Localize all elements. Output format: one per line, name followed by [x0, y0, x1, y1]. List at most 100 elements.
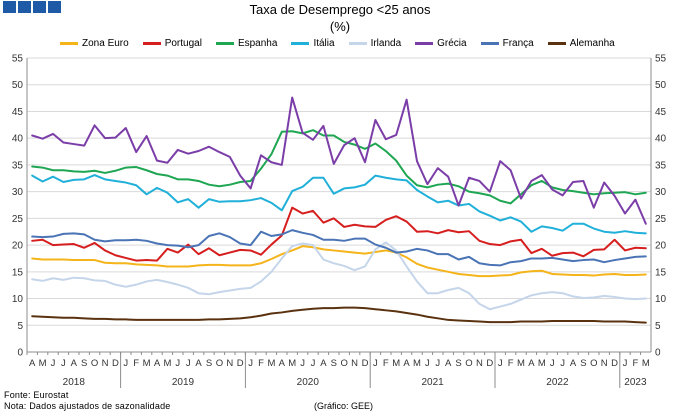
month-tick-label: N	[102, 358, 109, 369]
month-tick-label: J	[300, 358, 305, 369]
year-label: 2018	[63, 377, 86, 388]
legend-swatch	[60, 42, 78, 45]
legend-label: Alemanha	[569, 38, 615, 49]
month-tick-label: D	[611, 358, 618, 369]
y-tick-label-left: 5	[17, 321, 23, 332]
legend-label: Portugal	[164, 38, 202, 49]
month-tick-label: S	[455, 358, 461, 369]
chart-subtitle: (%)	[329, 19, 351, 34]
series-line	[31, 306, 647, 324]
y-tick-label-right: 50	[655, 80, 667, 91]
year-label: 2021	[421, 377, 444, 388]
month-tick-label: D	[112, 358, 119, 369]
series-line	[31, 229, 647, 267]
month-tick-label: S	[81, 358, 87, 369]
month-tick-label: N	[351, 358, 358, 369]
y-tick-label-right: 55	[655, 54, 667, 65]
year-label: 2019	[172, 377, 195, 388]
month-tick-label: N	[226, 358, 233, 369]
month-tick-label: M	[413, 358, 421, 369]
year-label: 2023	[624, 377, 647, 388]
y-tick-label-right: 5	[655, 321, 661, 332]
legend-item: Itália	[291, 38, 335, 49]
month-tick-label: O	[216, 358, 223, 369]
y-tick-label-left: 10	[12, 294, 24, 305]
month-tick-label: F	[383, 358, 389, 369]
legend-label: Irlanda	[370, 38, 402, 49]
legend-item: Zona Euro	[60, 38, 129, 49]
legend-item: França	[480, 38, 534, 49]
month-tick-label: M	[39, 358, 47, 369]
series-line	[31, 174, 647, 235]
y-tick-label-right: 30	[655, 187, 667, 198]
month-tick-label: J	[311, 358, 316, 369]
chart-title: Taxa de Desemprego <25 anos	[249, 2, 431, 17]
month-tick-label: J	[550, 358, 555, 369]
chart-credit: (Gráfico: GEE)	[314, 401, 374, 411]
month-tick-label: O	[590, 358, 597, 369]
month-tick-label: J	[560, 358, 565, 369]
month-tick-label: A	[71, 358, 78, 369]
month-tick-label: M	[288, 358, 296, 369]
month-tick-label: J	[425, 358, 430, 369]
month-tick-label: J	[248, 358, 253, 369]
y-tick-label-left: 35	[12, 160, 24, 171]
month-tick-label: A	[570, 358, 577, 369]
legend-swatch	[547, 42, 566, 45]
logo-block-2	[18, 1, 31, 13]
month-tick-label: M	[538, 358, 546, 369]
month-tick-label: J	[123, 358, 128, 369]
series-line	[31, 206, 647, 262]
month-tick-label: F	[508, 358, 514, 369]
y-tick-label-left: 25	[12, 214, 24, 225]
y-tick-label-right: 40	[655, 134, 667, 145]
legend-swatch	[348, 42, 367, 45]
series-line	[31, 245, 647, 278]
month-tick-label: D	[486, 358, 493, 369]
legend-label: Zona Euro	[82, 38, 129, 49]
month-tick-label: M	[392, 358, 400, 369]
month-tick-label: O	[91, 358, 98, 369]
month-tick-label: N	[476, 358, 483, 369]
legend-swatch	[142, 42, 161, 45]
month-tick-label: F	[632, 358, 638, 369]
month-tick-label: A	[528, 358, 535, 369]
y-tick-label-right: 10	[655, 294, 667, 305]
month-tick-label: D	[362, 358, 369, 369]
month-tick-label: J	[51, 358, 56, 369]
y-tick-label-left: 15	[12, 267, 24, 278]
source-note: Fonte: Eurostat	[4, 390, 69, 400]
year-label: 2022	[546, 377, 569, 388]
month-tick-label: D	[237, 358, 244, 369]
legend-swatch	[480, 42, 499, 45]
month-tick-label: J	[186, 358, 191, 369]
y-tick-label-right: 25	[655, 214, 667, 225]
y-tick-label-right: 45	[655, 107, 667, 118]
month-tick-label: M	[163, 358, 171, 369]
month-tick-label: M	[267, 358, 275, 369]
legend-item: Grécia	[415, 38, 467, 49]
legend-item: Irlanda	[348, 38, 402, 49]
month-tick-label: A	[320, 358, 327, 369]
month-tick-label: A	[29, 358, 36, 369]
y-tick-label-left: 30	[12, 187, 24, 198]
adjustment-note: Nota: Dados ajustados de sazonalidade	[4, 401, 171, 411]
month-tick-label: M	[143, 358, 151, 369]
month-tick-label: A	[279, 358, 286, 369]
logo-block-1	[3, 1, 16, 13]
month-tick-label: F	[133, 358, 139, 369]
year-label: 2020	[297, 377, 320, 388]
month-tick-label: O	[465, 358, 472, 369]
y-tick-label-right: 20	[655, 241, 667, 252]
series-line	[31, 241, 647, 311]
month-tick-label: O	[341, 358, 348, 369]
month-tick-label: A	[445, 358, 452, 369]
legend-item: Espanha	[215, 38, 277, 49]
legend-swatch	[215, 42, 234, 45]
y-tick-label-right: 35	[655, 160, 667, 171]
month-tick-label: J	[623, 358, 628, 369]
y-tick-label-right: 15	[655, 267, 667, 278]
y-tick-label-right: 0	[655, 348, 661, 359]
month-tick-label: J	[373, 358, 378, 369]
month-tick-label: M	[642, 358, 650, 369]
